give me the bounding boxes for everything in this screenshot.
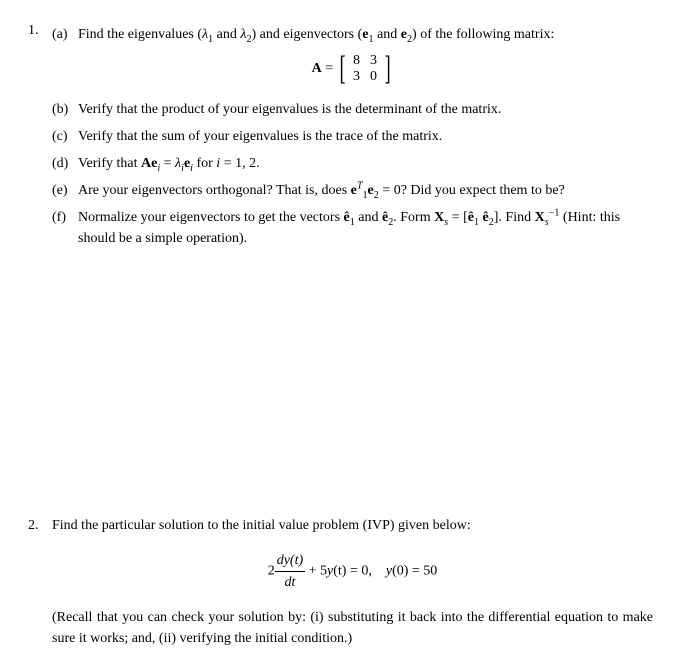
text: and <box>374 27 401 42</box>
sym: X <box>535 210 545 225</box>
sub: s <box>545 217 549 228</box>
eq-sign: = <box>322 61 337 76</box>
part-label: (c) <box>52 126 78 147</box>
text: (0) = 50 <box>392 564 437 579</box>
matrix: [ 8 3 3 0 ] <box>337 53 394 85</box>
bracket-right: ] <box>385 54 391 84</box>
denominator: dt <box>275 572 305 593</box>
problem-body: Find the particular solution to the init… <box>52 515 653 649</box>
problem-body: (a) Find the eigenvalues (λ1 and λ2) and… <box>52 20 653 255</box>
bracket-left: [ <box>339 54 345 84</box>
part-text: Are your eigenvectors orthogonal? That i… <box>78 180 653 201</box>
matrix-lhs: A <box>312 61 322 76</box>
text: Verify that <box>78 156 141 171</box>
cell: 0 <box>370 69 377 84</box>
vertical-gap <box>28 275 653 515</box>
part-text: Verify that the sum of your eigenvalues … <box>78 126 653 147</box>
part-d: (d) Verify that Aei = λiei for i = 1, 2. <box>52 153 653 174</box>
text: ) and eigenvectors ( <box>252 27 363 42</box>
sup: −1 <box>549 207 560 218</box>
part-label: (e) <box>52 180 78 201</box>
part-text: Verify that Aei = λiei for i = 1, 2. <box>78 153 653 174</box>
text: for <box>193 156 216 171</box>
text: ]. Find <box>494 210 535 225</box>
coef: 2 <box>268 564 275 579</box>
problem-number: 2. <box>28 515 52 649</box>
sym: X <box>434 210 444 225</box>
part-label: (a) <box>52 24 78 45</box>
part-f: (f) Normalize your eigenvectors to get t… <box>52 207 653 249</box>
text: and <box>355 210 382 225</box>
part-label: (f) <box>52 207 78 249</box>
text: Find the eigenvalues ( <box>78 27 202 42</box>
matrix-col1: 8 3 <box>348 53 365 85</box>
matrix-col2: 3 0 <box>365 53 382 85</box>
part-e: (e) Are your eigenvectors orthogonal? Th… <box>52 180 653 201</box>
ode-equation: 2dy(t)dt + 5y(t) = 0, y(0) = 50 <box>52 550 653 593</box>
part-text: Verify that the product of your eigenval… <box>78 99 653 120</box>
part-text: Find the eigenvalues (λ1 and λ2) and eig… <box>78 24 653 45</box>
text: = 1, 2. <box>220 156 259 171</box>
numerator: dy(t) <box>275 550 305 572</box>
part-a: (a) Find the eigenvalues (λ1 and λ2) and… <box>52 24 653 45</box>
problem-number: 1. <box>28 20 52 255</box>
text: = <box>160 156 175 171</box>
part-text: Normalize your eigenvectors to get the v… <box>78 207 653 249</box>
text: ) of the following matrix: <box>412 27 554 42</box>
text: Are your eigenvectors orthogonal? That i… <box>78 183 351 198</box>
cell: 3 <box>370 53 377 68</box>
text: = 0? Did you expect them to be? <box>379 183 565 198</box>
problem-2: 2. Find the particular solution to the i… <box>28 515 653 649</box>
text: and <box>213 27 240 42</box>
problem-1: 1. (a) Find the eigenvalues (λ1 and λ2) … <box>28 20 653 255</box>
part-label: (b) <box>52 99 78 120</box>
cell: 3 <box>353 69 360 84</box>
text: . Form <box>393 210 434 225</box>
cell: 8 <box>353 53 360 68</box>
text: = [ <box>448 210 468 225</box>
text: + 5 <box>305 564 327 579</box>
text: (t) = 0, <box>333 564 386 579</box>
sym: A <box>141 156 151 171</box>
fraction: dy(t)dt <box>275 550 305 593</box>
note-text: (Recall that you can check your solution… <box>52 607 653 649</box>
part-label: (d) <box>52 153 78 174</box>
part-c: (c) Verify that the sum of your eigenval… <box>52 126 653 147</box>
text: Normalize your eigenvectors to get the v… <box>78 210 344 225</box>
matrix-equation: A = [ 8 3 3 0 ] <box>52 53 653 85</box>
part-b: (b) Verify that the product of your eige… <box>52 99 653 120</box>
intro-text: Find the particular solution to the init… <box>52 515 653 536</box>
